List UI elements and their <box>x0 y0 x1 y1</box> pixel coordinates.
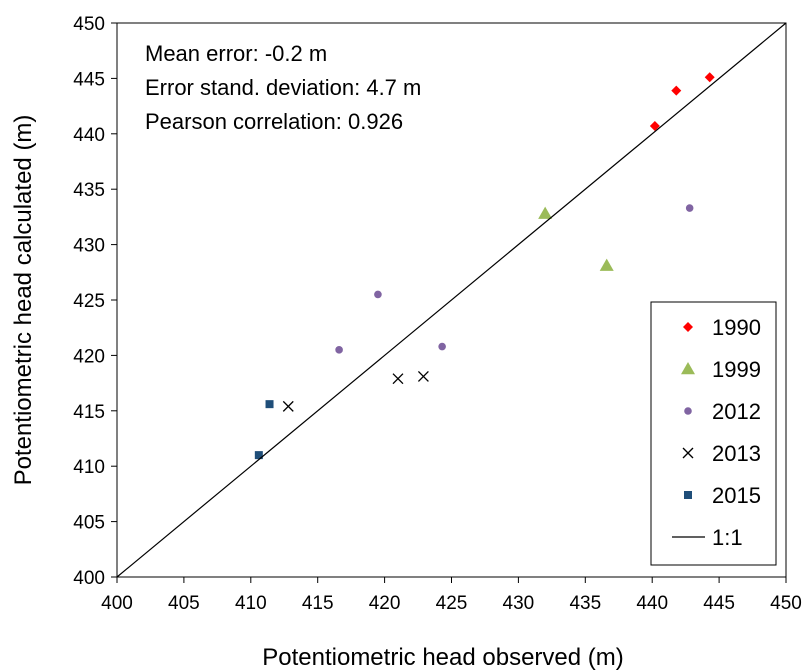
y-tick-label: 400 <box>73 568 105 589</box>
annotation-mean-error: Mean error: -0.2 m <box>145 41 327 66</box>
legend-label-1:1: 1:1 <box>712 525 743 550</box>
x-tick-label: 405 <box>168 593 200 614</box>
x-tick-label: 450 <box>770 593 802 614</box>
y-tick-label: 435 <box>73 180 105 201</box>
legend-swatch-2013 <box>682 447 694 459</box>
legend-box <box>650 301 777 566</box>
point-2012 <box>685 204 694 212</box>
x-tick-label: 425 <box>436 593 468 614</box>
x-tick-label: 445 <box>703 593 735 614</box>
y-tick-label: 410 <box>73 457 105 478</box>
x-tick-label: 435 <box>569 593 601 614</box>
point-1999 <box>599 258 614 271</box>
legend-swatch-1999 <box>681 362 695 375</box>
legend-label-1999: 1999 <box>712 357 761 382</box>
point-2013 <box>417 370 429 382</box>
y-tick-label: 450 <box>73 14 105 35</box>
cross-stroke <box>282 400 294 412</box>
x-axis-ticks: 400 405 410 415 420 425 430 435 440 445 450 <box>101 577 802 614</box>
legend-label-2013: 2013 <box>712 441 761 466</box>
legend-label-2012: 2012 <box>712 399 761 424</box>
point-2012 <box>374 290 382 299</box>
point-1990 <box>649 121 660 132</box>
y-tick-label: 405 <box>73 513 105 534</box>
y-tick-label: 425 <box>73 291 105 312</box>
annotation-pearson: Pearson correlation: 0.926 <box>145 109 403 134</box>
data-points <box>116 22 787 578</box>
legend-swatch-2015 <box>684 491 692 499</box>
y-tick-label: 445 <box>73 69 105 90</box>
x-axis-title: Potentiometric head observed (m) <box>262 644 624 671</box>
point-2012 <box>438 342 446 351</box>
annotations: Mean error: -0.2 m Error stand. deviatio… <box>145 41 421 134</box>
annotation-error-std: Error stand. deviation: 4.7 m <box>145 75 421 100</box>
x-tick-label: 415 <box>302 593 334 614</box>
x-tick-label: 440 <box>636 593 668 614</box>
x-tick-label: 400 <box>101 593 133 614</box>
legend-label-2015: 2015 <box>712 483 761 508</box>
y-axis-ticks: 400 405 410 415 420 425 430 435 440 445 450 <box>73 14 117 589</box>
cross-stroke <box>392 373 404 385</box>
point-2012 <box>335 346 343 354</box>
y-axis-title: Potentiometric head calculated (m) <box>10 115 37 486</box>
legend-items: 1990 1999 2012 2013 2015 1:1 <box>672 315 761 550</box>
y-tick-label: 430 <box>73 236 105 257</box>
y-tick-label: 415 <box>73 402 105 423</box>
point-2013 <box>392 373 404 385</box>
point-2013 <box>282 400 294 412</box>
legend-swatch-2012 <box>684 407 692 415</box>
x-tick-label: 430 <box>503 593 535 614</box>
legend: 1990 1999 2012 2013 2015 1:1 <box>650 301 777 566</box>
cross-stroke <box>682 447 694 459</box>
one-to-one-line <box>116 22 787 578</box>
legend-label-1990: 1990 <box>712 315 761 340</box>
y-tick-label: 420 <box>73 346 105 367</box>
point-1990 <box>671 85 682 96</box>
cross-stroke <box>417 370 429 382</box>
legend-swatch-1990 <box>683 322 693 332</box>
point-2015 <box>265 400 274 409</box>
x-tick-label: 420 <box>369 593 401 614</box>
x-tick-label: 410 <box>235 593 267 614</box>
point-1990 <box>704 72 715 83</box>
y-tick-label: 440 <box>73 125 105 146</box>
point-2015 <box>254 451 263 460</box>
point-1999 <box>538 206 553 219</box>
